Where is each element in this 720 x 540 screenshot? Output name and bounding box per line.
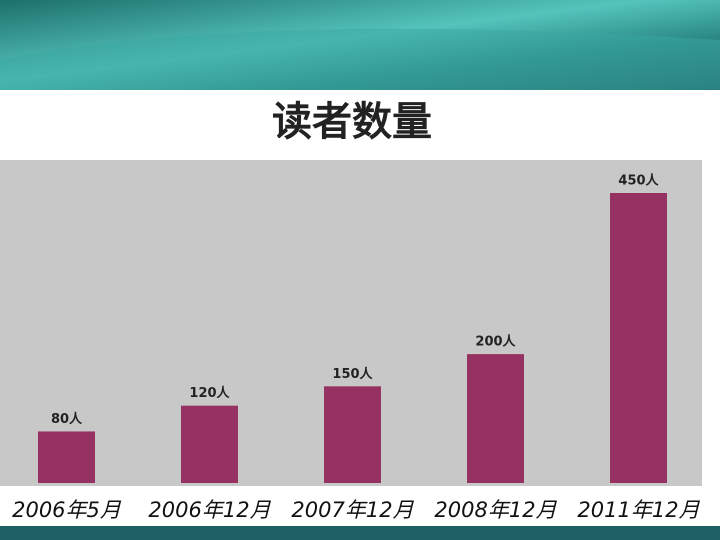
value-label: 200人: [475, 334, 516, 350]
header-swoosh: [0, 28, 720, 90]
value-label: 120人: [189, 385, 230, 401]
x-tick-label: 2008年12月: [434, 498, 557, 522]
x-tick-label: 2011年12月: [577, 498, 700, 522]
x-tick-label: 2007年12月: [291, 498, 414, 522]
value-label: 150人: [332, 366, 373, 382]
value-label: 80人: [51, 411, 83, 427]
value-label: 450人: [618, 173, 659, 189]
footer-band: [0, 526, 720, 540]
bar: [181, 405, 238, 483]
bar: [38, 431, 95, 483]
chart-title: 读者数量: [272, 99, 432, 145]
bar: [467, 354, 524, 483]
x-tick-label: 2006年12月: [148, 498, 271, 522]
bar: [324, 386, 381, 483]
x-tick-label: 2006年5月: [12, 498, 122, 522]
bar: [610, 193, 667, 483]
